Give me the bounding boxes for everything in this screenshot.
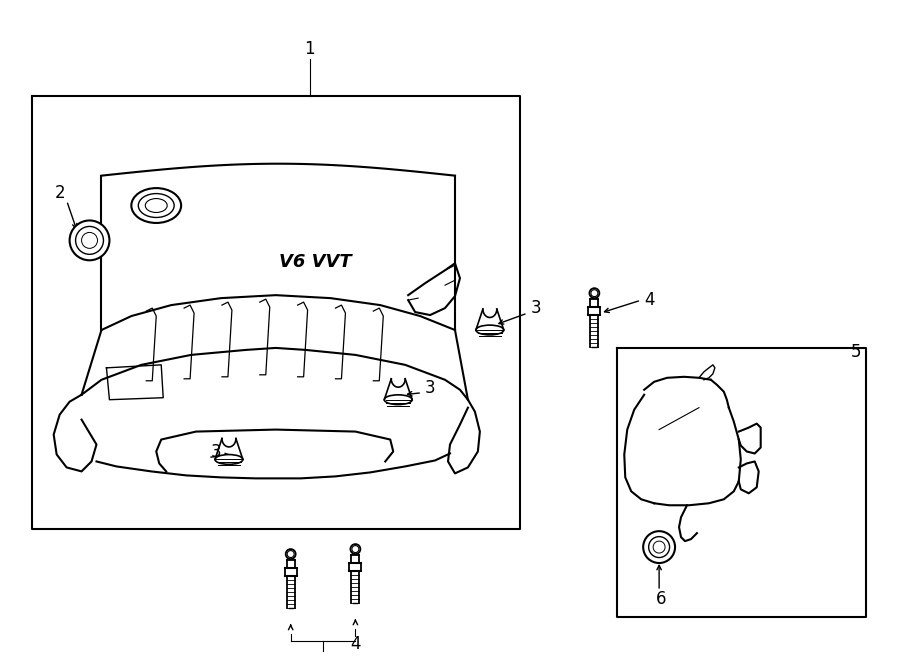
Text: V6 VVT: V6 VVT bbox=[279, 253, 352, 271]
Text: 2: 2 bbox=[54, 184, 65, 202]
Ellipse shape bbox=[215, 455, 243, 464]
Text: 3: 3 bbox=[530, 299, 541, 317]
Ellipse shape bbox=[285, 549, 296, 559]
Text: 4: 4 bbox=[644, 291, 654, 309]
Text: 3: 3 bbox=[425, 379, 436, 397]
Ellipse shape bbox=[350, 544, 360, 554]
Ellipse shape bbox=[131, 188, 181, 223]
Text: 3: 3 bbox=[211, 444, 221, 461]
Ellipse shape bbox=[69, 221, 110, 260]
Ellipse shape bbox=[476, 325, 504, 335]
Text: 4: 4 bbox=[350, 635, 361, 652]
Text: 5: 5 bbox=[851, 343, 861, 361]
Text: 6: 6 bbox=[656, 590, 666, 608]
Ellipse shape bbox=[644, 531, 675, 563]
Text: 1: 1 bbox=[304, 40, 315, 58]
Ellipse shape bbox=[384, 395, 412, 405]
Ellipse shape bbox=[590, 288, 599, 298]
